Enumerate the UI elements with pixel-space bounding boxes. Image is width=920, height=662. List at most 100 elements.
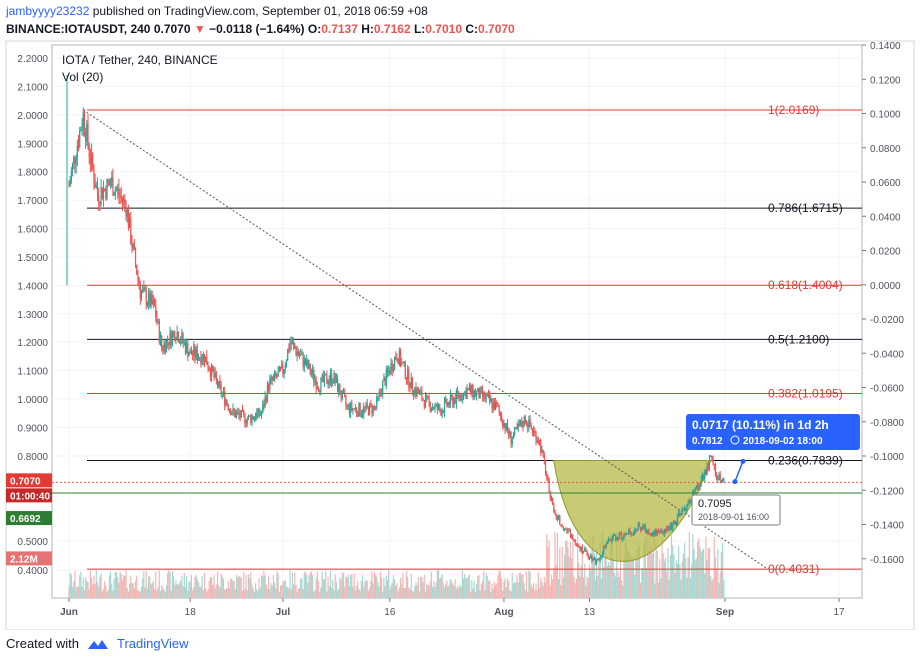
volume-bar [143,571,145,598]
volume-bar [276,571,278,598]
volume-bar [413,591,415,598]
volume-bar [600,578,602,598]
volume-bar [433,581,435,598]
candle-body [82,111,84,128]
candle-body [423,400,425,408]
volume-bar [478,574,480,598]
candle-body [530,426,532,429]
right-tick-label: 0.1400 [870,41,901,52]
volume-bar [683,542,686,598]
volume-bar [448,584,450,598]
volume-bar [395,585,397,598]
volume-bar [245,574,247,598]
candle-body [183,342,185,344]
last-price: 0.7070 [153,22,191,36]
volume-bar [211,577,213,598]
volume-bar [405,570,408,598]
volume-bar [246,589,248,598]
volume-bar [250,572,252,598]
candle-body [164,343,166,353]
candle-body [479,388,481,399]
candle-body [613,534,616,536]
volume-bar [194,576,196,598]
candle-body [685,508,687,511]
volume-bar [328,586,330,598]
volume-bar [483,570,485,598]
tradingview-brand-link[interactable]: TradingView [116,636,189,651]
volume-bar [132,582,134,598]
volume-bar [71,586,74,598]
candle-body [188,353,190,357]
volume-bar [232,580,234,598]
candle-body [228,409,231,411]
candle-body [704,470,706,480]
candle-body [483,392,485,397]
volume-bar [552,579,554,598]
volume-bar [292,584,295,598]
volume-bar [679,564,681,598]
candle-body [237,412,239,414]
candle-body [538,439,541,444]
candle-body [365,403,367,408]
candle-body [668,527,670,530]
volume-bar [119,571,121,598]
volume-bar [617,571,619,598]
volume-bar [661,538,663,598]
volume-bar [290,589,292,598]
candle-body [322,375,324,382]
volume-bar [168,570,170,598]
candle-body [723,477,725,482]
candle-body [321,375,323,378]
volume-bar [613,572,616,598]
candle-body [549,491,551,500]
volume-bar [455,588,457,598]
candle-body [485,396,487,400]
candle-body [171,332,173,345]
candle-body [416,388,418,396]
volume-bar [523,583,525,598]
author-link[interactable]: jambyyyy23232 [6,4,90,18]
volume-bar [439,578,441,598]
candle-body [516,427,518,429]
candle-body [585,548,587,552]
volume-bar [325,571,327,598]
volume-bar [586,576,588,598]
volume-bar [700,551,702,598]
candle-body [376,397,378,408]
volume-bar [157,586,159,598]
candle-body [373,405,376,407]
volume-bar [75,587,77,598]
candle-body [377,395,379,398]
candle-body [140,291,143,299]
volume-bar [718,582,720,598]
volume-bar [675,560,677,598]
candle-body [206,356,208,365]
volume-bar [580,565,582,598]
candle-body [269,379,271,391]
candle-body [178,341,181,344]
volume-bar [235,574,238,598]
open-label: O: [307,22,322,36]
candle-body [654,530,656,536]
candle-body [212,365,214,372]
fib-label: 0(0.4031) [768,562,819,576]
candle-body [123,198,125,202]
volume-bar [341,572,343,598]
volume-bar [511,572,513,598]
trend-line[interactable] [82,109,769,570]
projection-callout[interactable] [686,414,860,450]
candle-body [386,369,389,372]
volume-bar [304,571,307,598]
candle-body [148,292,150,304]
callout-change: 0.0717 (10.11%) in 1d 2h [692,418,829,432]
volume-bar [645,568,648,598]
volume-bar [638,545,640,598]
volume-bar [537,572,539,598]
candle-body [487,394,490,396]
candle-body [650,534,652,536]
volume-bar [472,588,474,598]
volume-bar [196,579,198,598]
price-chart[interactable]: 1(2.0169) 0.786(1.6715) 0.618(1.4004) 0.5(1… [0,40,920,630]
volume-bar [662,553,664,598]
candle-body [136,264,138,275]
